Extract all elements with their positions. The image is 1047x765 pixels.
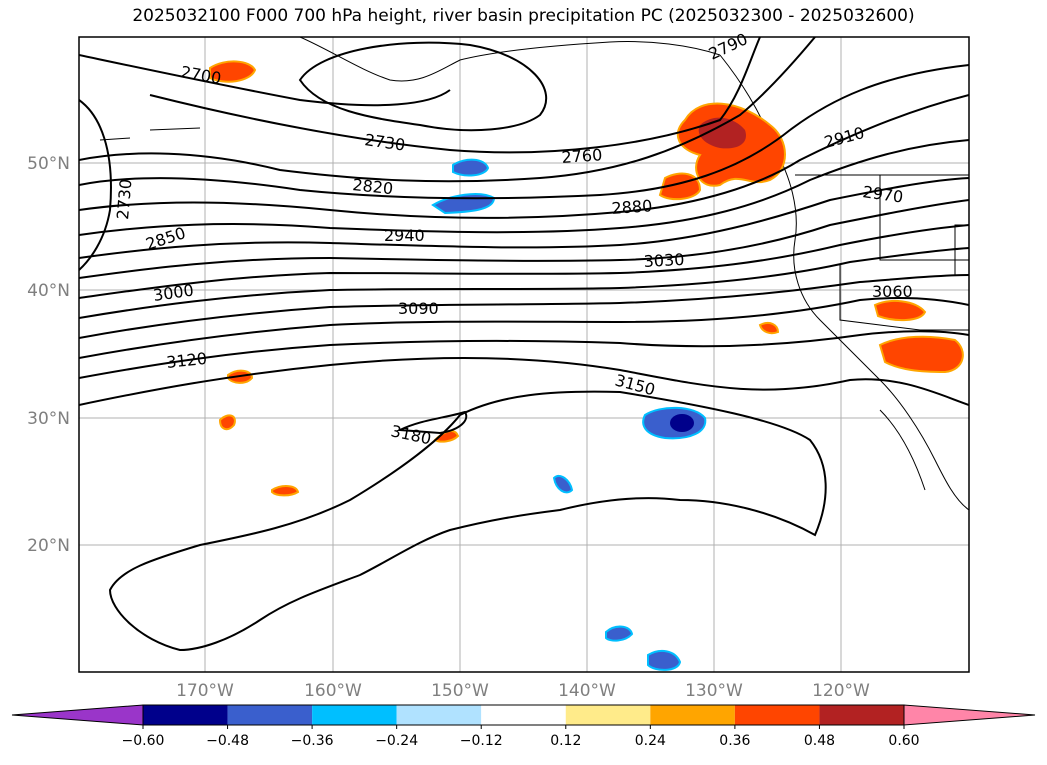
precip-neg-south-2 bbox=[605, 625, 634, 642]
colorbar-segment bbox=[312, 705, 397, 725]
lon-label-150w: 150°W bbox=[431, 681, 489, 701]
colorbar-tick-label: 0.60 bbox=[888, 733, 919, 749]
precip-neg-south-3 bbox=[552, 474, 574, 494]
precip-pos-small-5 bbox=[758, 322, 780, 335]
coastlines bbox=[99, 37, 969, 511]
contour-2760 bbox=[149, 37, 761, 154]
colorbar-tick-label: −0.24 bbox=[375, 733, 418, 749]
colorbar-extend-high bbox=[903, 704, 1036, 726]
contour-3180 bbox=[396, 410, 468, 435]
plot-frame bbox=[78, 36, 970, 673]
contour-label: 2760 bbox=[561, 145, 603, 167]
contour-label: 2820 bbox=[352, 175, 394, 198]
precip-neg-central-core bbox=[670, 414, 694, 432]
state-border-2 bbox=[839, 265, 969, 331]
colorbar-extend-low bbox=[11, 704, 144, 726]
colorbar-segment bbox=[565, 705, 651, 725]
contour-2790 bbox=[79, 37, 816, 183]
contour-label: 3030 bbox=[643, 250, 685, 271]
colorbar-segment bbox=[396, 705, 482, 725]
colorbar-tick-label: −0.48 bbox=[206, 733, 249, 749]
contour-3000 bbox=[79, 247, 969, 319]
contour-2970 bbox=[79, 224, 969, 299]
contour-label: 2940 bbox=[384, 226, 425, 245]
lon-label-170w: 170°W bbox=[176, 681, 234, 701]
colorbar-tick-label: 0.48 bbox=[804, 733, 835, 749]
precip-shading bbox=[209, 60, 964, 671]
precip-pos-pnw-core bbox=[698, 117, 746, 149]
contour-label: 2730 bbox=[113, 178, 135, 220]
colorbar-segment bbox=[143, 705, 228, 725]
lat-label-50n: 50°N bbox=[27, 154, 70, 174]
lat-label-20n: 20°N bbox=[27, 536, 70, 556]
colorbar-tick-label: −0.60 bbox=[122, 733, 165, 749]
colorbar-segment bbox=[650, 705, 735, 725]
lat-label-30n: 30°N bbox=[27, 409, 70, 429]
colorbar-tick-label: −0.12 bbox=[460, 733, 503, 749]
lon-label-160w: 160°W bbox=[304, 681, 362, 701]
lon-label-120w: 120°W bbox=[812, 681, 870, 701]
colorbar-tick-label: 0.24 bbox=[635, 733, 666, 749]
precip-pos-aleut bbox=[209, 60, 257, 83]
lat-label-layer: 50°N 40°N 30°N 20°N bbox=[27, 154, 70, 556]
precip-neg-gulf bbox=[452, 158, 490, 177]
contour-3060 bbox=[79, 296, 969, 359]
alaska-coast bbox=[299, 37, 721, 82]
lon-label-130w: 130°W bbox=[685, 681, 743, 701]
contour-label: 3060 bbox=[872, 282, 913, 301]
contour-2730-closed bbox=[298, 41, 547, 132]
colorbar: −0.60 −0.48 −0.36 −0.24 −0.12 0.12 0.24 0.36 0.4… bbox=[11, 704, 1036, 749]
lat-label-40n: 40°N bbox=[27, 281, 70, 301]
contour-label: 3090 bbox=[398, 299, 439, 318]
colorbar-tick-label: 0.36 bbox=[719, 733, 750, 749]
contour-2910 bbox=[79, 177, 969, 259]
contour-label-layer: 2790 2700 2730 2760 2910 2820 2730 2880 … bbox=[113, 29, 913, 448]
colorbar-tick-label: 0.12 bbox=[550, 733, 581, 749]
state-border-1 bbox=[879, 175, 969, 261]
height-contours bbox=[79, 37, 969, 652]
colorbar-tick-label: −0.36 bbox=[291, 733, 334, 749]
lon-label-layer: 170°W 160°W 150°W 140°W 130°W 120°W bbox=[176, 681, 870, 701]
colorbar-segment bbox=[819, 705, 904, 725]
colorbar-frame bbox=[142, 704, 905, 726]
contour-2700 bbox=[79, 54, 451, 107]
baja-coast bbox=[879, 409, 926, 491]
colorbar-segment bbox=[734, 705, 820, 725]
precip-pos-small-3 bbox=[271, 485, 300, 497]
colorbar-segment bbox=[227, 705, 313, 725]
precip-pos-ca bbox=[873, 299, 927, 322]
contour-3150 bbox=[108, 390, 827, 652]
contour-3120 bbox=[79, 357, 969, 406]
precip-neg-south bbox=[647, 649, 682, 671]
colorbar-segment bbox=[481, 705, 566, 725]
contour-2880 bbox=[79, 139, 969, 236]
precip-pos-small-1 bbox=[218, 414, 236, 431]
contour-label: 2880 bbox=[611, 196, 653, 218]
precip-pos-sw bbox=[878, 335, 964, 374]
contour-2850 bbox=[79, 94, 969, 219]
contour-label: 3120 bbox=[165, 349, 207, 372]
contour-3090 bbox=[79, 330, 969, 379]
contour-2820 bbox=[79, 64, 969, 200]
lon-label-140w: 140°W bbox=[558, 681, 616, 701]
map-title: 2025032100 F000 700 hPa height, river ba… bbox=[132, 6, 915, 26]
contour-2940 bbox=[79, 199, 969, 279]
contour-3030 bbox=[79, 274, 969, 339]
